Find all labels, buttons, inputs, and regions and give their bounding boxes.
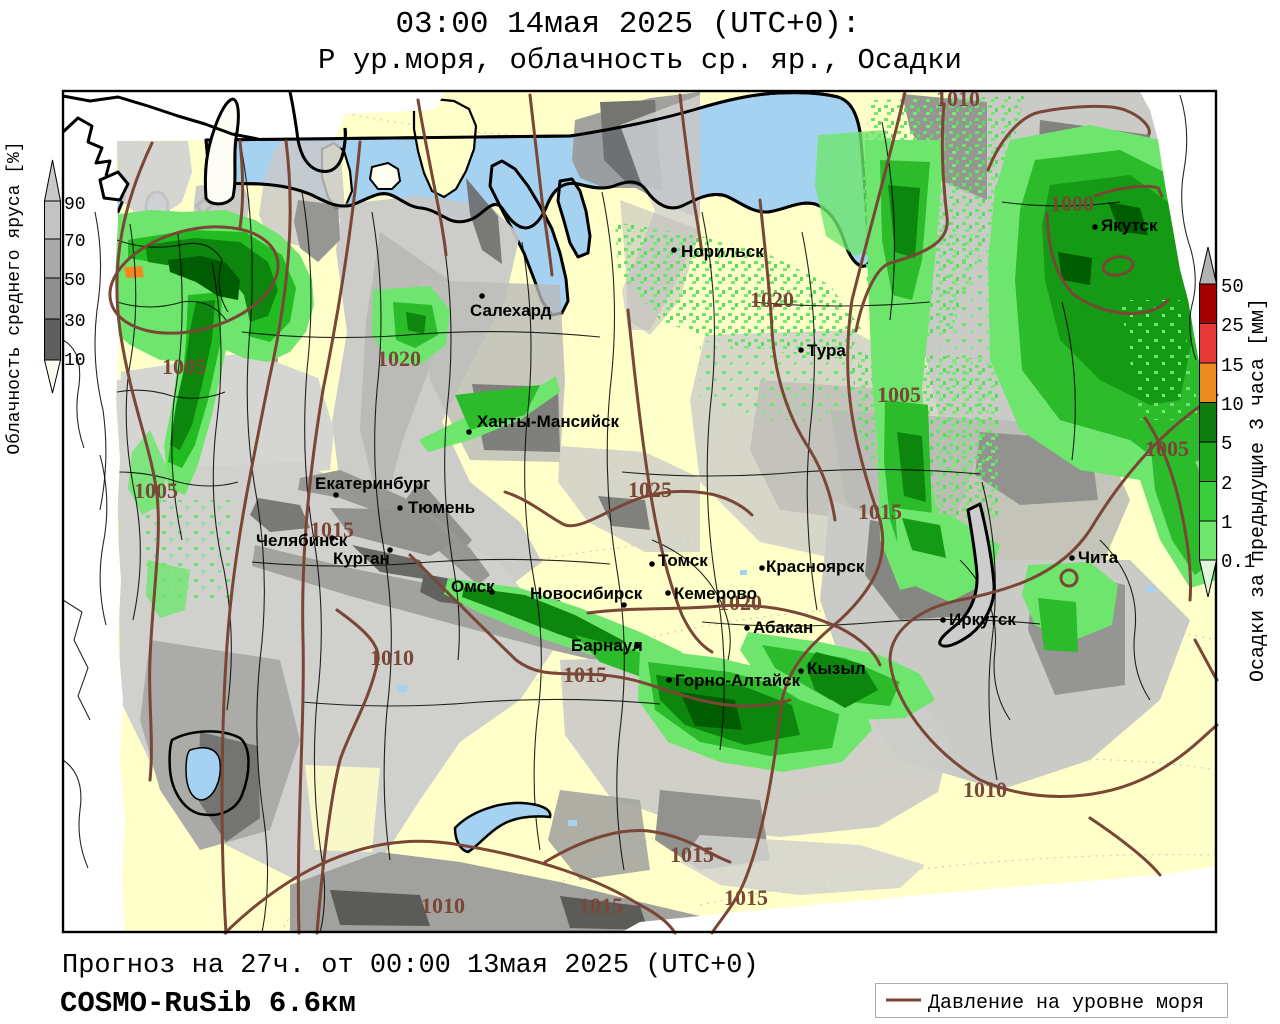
svg-text:Курган: Курган (333, 549, 390, 568)
svg-text:Облачность среднего яруса [%]: Облачность среднего яруса [%] (4, 141, 25, 454)
svg-text:1005: 1005 (134, 478, 178, 503)
svg-text:Новосибирск: Новосибирск (530, 584, 643, 603)
svg-text:Давление на уровне моря: Давление на уровне моря (928, 992, 1204, 1015)
svg-text:1010: 1010 (963, 777, 1007, 802)
svg-text:Горно-Алтайск: Горно-Алтайск (675, 671, 801, 690)
svg-text:15: 15 (1221, 355, 1244, 377)
svg-text:Томск: Томск (658, 551, 708, 570)
svg-text:1015: 1015 (670, 842, 714, 867)
svg-text:Салехард: Салехард (470, 301, 552, 320)
svg-text:1020: 1020 (718, 590, 762, 615)
svg-text:Красноярск: Красноярск (766, 557, 865, 576)
svg-text:Омск: Омск (451, 577, 495, 596)
svg-text:03:00 14мая 2025 (UTC+0):: 03:00 14мая 2025 (UTC+0): (395, 7, 860, 42)
svg-text:25: 25 (1221, 315, 1244, 337)
svg-text:1005: 1005 (162, 354, 206, 379)
svg-text:1015: 1015 (858, 499, 902, 524)
svg-text:Челябинск: Челябинск (256, 531, 348, 550)
svg-text:Ханты-Мансийск: Ханты-Мансийск (477, 412, 619, 431)
svg-text:1010: 1010 (936, 86, 980, 111)
svg-text:Прогноз на 27ч. от 00:00 13мая: Прогноз на 27ч. от 00:00 13мая 2025 (UTC… (62, 951, 759, 981)
svg-text:1025: 1025 (628, 477, 672, 502)
svg-text:50: 50 (1221, 276, 1244, 298)
svg-text:Иркутск: Иркутск (949, 610, 1016, 629)
svg-text:1000: 1000 (1050, 191, 1094, 216)
svg-text:30: 30 (64, 312, 86, 332)
svg-text:Чита: Чита (1078, 548, 1119, 567)
svg-text:2: 2 (1221, 473, 1232, 495)
svg-text:Екатеринбург: Екатеринбург (315, 474, 430, 493)
svg-text:1010: 1010 (370, 645, 414, 670)
svg-text:Абакан: Абакан (753, 618, 813, 637)
svg-text:1: 1 (1221, 512, 1232, 534)
svg-text:1005: 1005 (1145, 436, 1189, 461)
svg-text:Осадки за предыдущие 3 часа [м: Осадки за предыдущие 3 часа [мм] (1247, 298, 1270, 682)
svg-text:Тюмень: Тюмень (408, 498, 475, 517)
svg-text:1010: 1010 (421, 893, 465, 918)
svg-text:Р ур.моря, облачность ср. яр.,: Р ур.моря, облачность ср. яр., Осадки (318, 44, 962, 77)
svg-text:1020: 1020 (750, 287, 794, 312)
svg-text:Кызыл: Кызыл (807, 659, 866, 678)
svg-text:70: 70 (64, 232, 86, 252)
svg-text:10: 10 (1221, 394, 1244, 416)
svg-text:5: 5 (1221, 433, 1232, 455)
svg-text:50: 50 (64, 271, 86, 291)
svg-text:10: 10 (64, 351, 86, 371)
svg-text:Кемерово: Кемерово (674, 584, 757, 603)
svg-text:Тура: Тура (807, 341, 846, 360)
svg-text:Норильск: Норильск (681, 242, 764, 261)
svg-text:1020: 1020 (377, 346, 421, 371)
svg-text:1015: 1015 (724, 885, 768, 910)
svg-text:1015: 1015 (579, 893, 623, 918)
svg-text:Барнаул: Барнаул (571, 636, 643, 655)
svg-text:COSMO-RuSib 6.6км: COSMO-RuSib 6.6км (60, 987, 356, 1020)
svg-text:90: 90 (64, 195, 86, 215)
svg-text:0.1: 0.1 (1221, 551, 1255, 573)
svg-text:Якутск: Якутск (1101, 216, 1158, 235)
svg-text:1015: 1015 (563, 662, 607, 687)
svg-text:1005: 1005 (877, 382, 921, 407)
